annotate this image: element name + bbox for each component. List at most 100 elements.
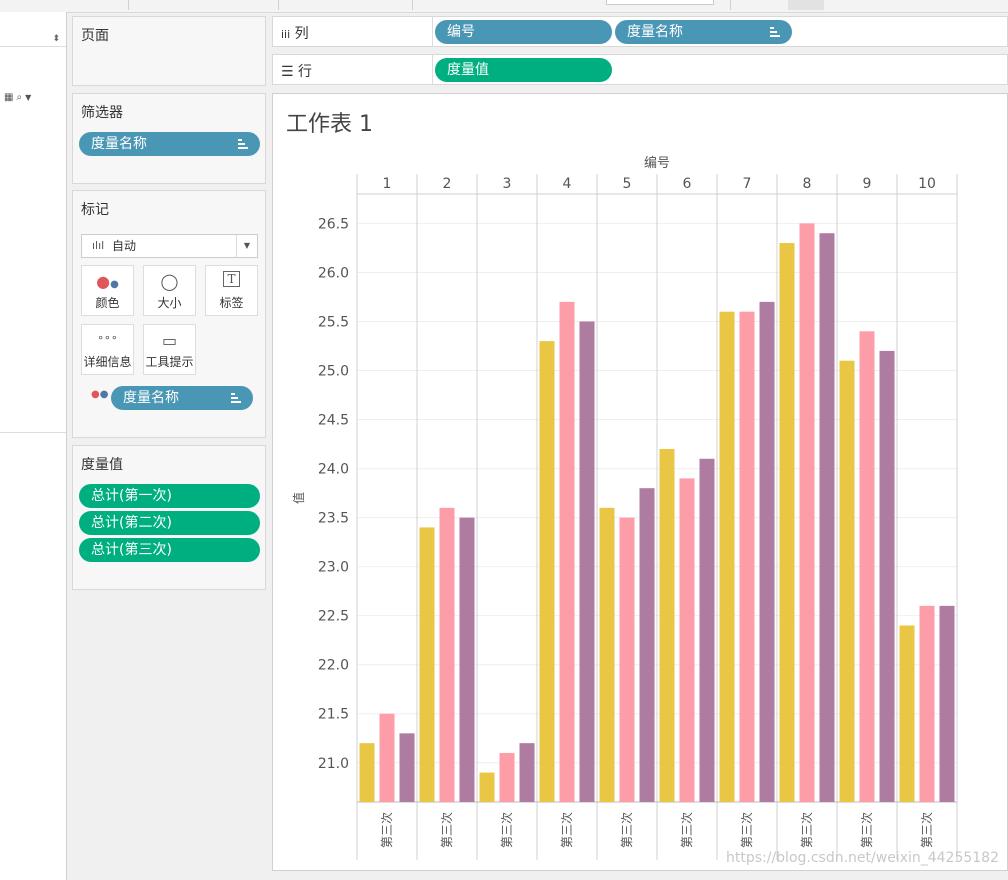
measure-pill[interactable]: 总计(第三次) (79, 538, 260, 562)
columns-shelf: iii 列 编号 度量名称 (272, 16, 1008, 47)
toolbar-control[interactable] (606, 0, 714, 5)
y-tick-label: 24.0 (318, 462, 349, 478)
list-view-icon[interactable]: ▦ (4, 92, 17, 103)
bar (659, 448, 675, 802)
bar (759, 301, 775, 802)
rows-shelf-label: ☰ 行 (281, 61, 312, 81)
filters-title: 筛选器 (81, 105, 123, 121)
bottom-category-label: 第三次 (380, 812, 394, 848)
y-tick-label: 21.0 (318, 756, 349, 772)
color-encoding-icon: ●● (91, 389, 109, 400)
measure-values-title: 度量值 (81, 457, 123, 473)
bar (499, 752, 515, 802)
detail-dots-icon: ∘∘∘ (97, 331, 118, 344)
bar (899, 625, 915, 802)
measure-pill-label: 总计(第三次) (91, 542, 172, 558)
bar (859, 331, 875, 802)
bar (719, 311, 735, 802)
data-pane: ⬍ ▦⌕▼ (0, 12, 67, 880)
size-button-label: 大小 (157, 296, 182, 310)
sort-icon (238, 139, 248, 149)
columns-icon: iii (281, 28, 291, 41)
sort-icon (231, 393, 241, 403)
bar (619, 517, 635, 802)
chevron-down-icon[interactable]: ▼ (25, 93, 35, 102)
toolbar-button[interactable] (788, 0, 824, 10)
y-tick-label: 21.5 (318, 707, 349, 723)
bottom-category-label: 第三次 (740, 812, 754, 848)
detail-button[interactable]: ∘∘∘ 详细信息 (81, 324, 134, 375)
detail-button-label: 详细信息 (83, 355, 132, 369)
bar (699, 458, 715, 802)
toolbar-divider (128, 0, 129, 10)
updown-arrows-icon[interactable]: ⬍ (52, 34, 60, 44)
bar (919, 605, 935, 802)
measure-pill[interactable]: 总计(第二次) (79, 511, 260, 535)
y-tick-label: 23.0 (318, 560, 349, 576)
shelf-divider (432, 17, 433, 46)
bar (539, 341, 555, 802)
bar (639, 488, 655, 802)
filter-pill-label: 度量名称 (91, 136, 147, 152)
text-label-icon: T (206, 271, 257, 292)
filters-card: 筛选器 度量名称 (72, 93, 266, 184)
bar-chart: 工作表 1 编号值 21.0 21.5 22.0 22.5 23.0 23.5 24.0 24.5… (286, 112, 958, 860)
top-axis-label: 编号 (644, 156, 670, 171)
column-pill-id[interactable]: 编号 (435, 20, 612, 44)
bottom-category-label: 第三次 (620, 812, 634, 848)
tooltip-bubble-icon: ▭ (161, 331, 178, 350)
size-circles-icon: ◯ (160, 272, 179, 291)
mark-type-dropdown[interactable]: ılıl 自动 ▼ (81, 234, 258, 258)
category-header: 2 (443, 176, 452, 192)
measure-pill[interactable]: 总计(第一次) (79, 484, 260, 508)
bar (479, 772, 495, 802)
pages-card: 页面 (72, 16, 266, 86)
worksheet-title: 工作表 1 (286, 112, 373, 137)
measure-pill-label: 总计(第一次) (91, 488, 172, 504)
measure-values-card: 度量值 总计(第一次) 总计(第二次) 总计(第三次) (72, 445, 266, 590)
y-tick-label: 26.0 (318, 265, 349, 281)
bottom-category-label: 第三次 (800, 812, 814, 848)
bar (439, 507, 455, 802)
bar (599, 507, 615, 802)
top-toolbar-strip (0, 0, 1008, 13)
filter-pill[interactable]: 度量名称 (79, 132, 260, 156)
color-button[interactable]: ●● 颜色 (81, 265, 134, 316)
columns-label-text: 列 (294, 26, 309, 42)
row-pill-measure-values[interactable]: 度量值 (435, 58, 612, 82)
tooltip-button[interactable]: ▭ 工具提示 (143, 324, 196, 375)
color-pill-label: 度量名称 (123, 390, 179, 406)
bar (779, 243, 795, 803)
shelf-divider (432, 55, 433, 84)
bar (359, 743, 375, 802)
category-header: 4 (563, 176, 572, 192)
worksheet-view: 工作表 1 编号值 21.0 21.5 22.0 22.5 23.0 23.5 24.0 24.5… (272, 93, 1008, 871)
y-tick-label: 25.0 (318, 364, 349, 380)
pages-title: 页面 (81, 28, 109, 44)
rows-icon: ☰ (281, 64, 294, 80)
column-pill-measure-names[interactable]: 度量名称 (615, 20, 792, 44)
column-pill-label: 度量名称 (627, 24, 683, 40)
y-axis-label: 值 (291, 492, 306, 504)
bottom-category-label: 第三次 (680, 812, 694, 848)
rows-shelf: ☰ 行 度量值 (272, 54, 1008, 85)
mark-type-label: 自动 (112, 239, 137, 253)
toolbar-divider (412, 0, 413, 10)
category-header: 6 (683, 176, 692, 192)
bottom-category-label: 第三次 (500, 812, 514, 848)
bar (559, 301, 575, 802)
label-button-label: 标签 (219, 296, 244, 310)
label-button[interactable]: T 标签 (205, 265, 258, 316)
color-pill[interactable]: 度量名称 (111, 386, 253, 410)
bottom-category-label: 第三次 (560, 812, 574, 848)
bottom-category-label: 第三次 (860, 812, 874, 848)
category-header: 3 (503, 176, 512, 192)
bar (939, 605, 955, 802)
columns-shelf-label: iii 列 (281, 23, 309, 43)
size-button[interactable]: ◯ 大小 (143, 265, 196, 316)
category-header: 8 (803, 176, 812, 192)
y-tick-label: 23.5 (318, 511, 349, 527)
search-icon[interactable]: ⌕ (16, 92, 26, 103)
datasource-selector[interactable]: ⬍ (0, 20, 66, 47)
chevron-down-icon[interactable]: ▼ (236, 235, 257, 257)
